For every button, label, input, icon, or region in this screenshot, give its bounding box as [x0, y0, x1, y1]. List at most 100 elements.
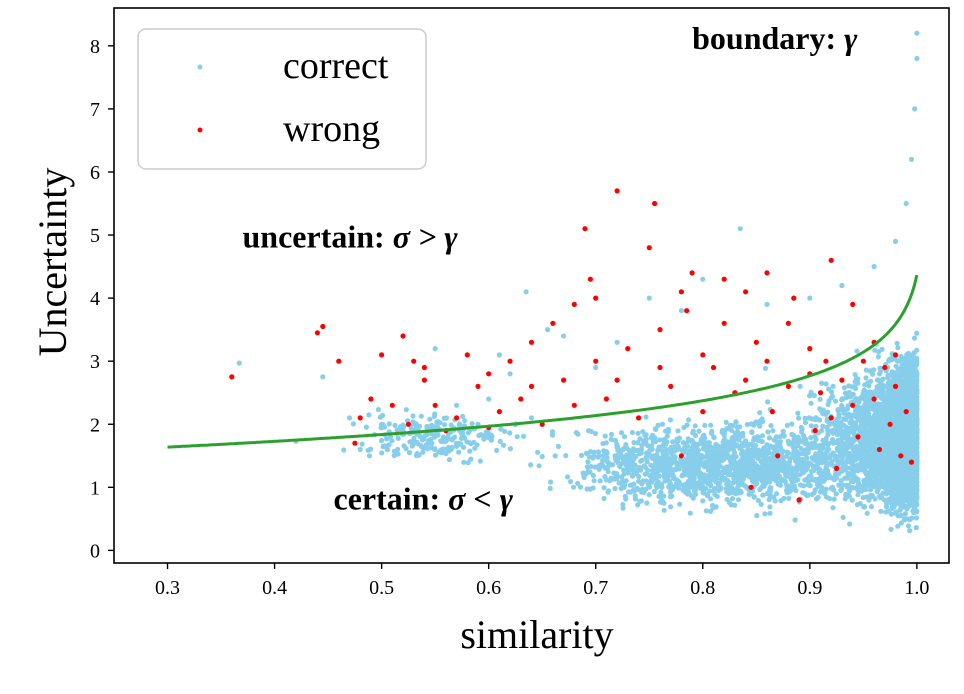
correct-point	[704, 491, 710, 498]
correct-point	[850, 446, 856, 452]
correct-point	[669, 493, 675, 499]
correct-point	[836, 482, 842, 488]
correct-point	[658, 445, 664, 451]
correct-point	[584, 486, 590, 492]
correct-point	[595, 449, 602, 455]
correct-point	[854, 348, 860, 354]
correct-point	[812, 433, 818, 440]
correct-point	[730, 480, 736, 486]
correct-point	[742, 467, 748, 473]
correct-point	[612, 437, 619, 444]
correct-point	[621, 467, 627, 473]
correct-point	[722, 428, 728, 434]
correct-point	[856, 397, 862, 403]
correct-point	[643, 439, 649, 445]
correct-point	[618, 430, 625, 436]
correct-point	[675, 428, 681, 434]
correct-point	[670, 439, 676, 445]
correct-point	[845, 484, 851, 490]
correct-point	[661, 493, 667, 499]
correct-point	[626, 455, 633, 461]
correct-point	[711, 434, 717, 441]
correct-point	[619, 484, 625, 490]
correct-point	[845, 403, 851, 409]
correct-point	[671, 473, 677, 480]
correct-point	[751, 435, 758, 441]
correct-point	[745, 459, 751, 465]
correct-point	[888, 357, 895, 363]
correct-point	[641, 463, 648, 469]
correct-point	[802, 419, 809, 426]
correct-point	[829, 484, 836, 490]
correct-point	[601, 448, 607, 454]
correct-point	[602, 474, 608, 480]
correct-point	[590, 485, 596, 491]
correct-point	[766, 435, 773, 441]
correct-point	[708, 473, 714, 479]
correct-point	[614, 444, 621, 450]
correct-point	[623, 442, 629, 448]
correct-point	[721, 438, 727, 444]
correct-point	[633, 487, 639, 493]
correct-point	[747, 468, 753, 474]
correct-point	[671, 448, 678, 454]
correct-point	[752, 471, 758, 477]
correct-point	[877, 477, 883, 483]
correct-point	[639, 457, 645, 463]
correct-point	[715, 482, 722, 488]
correct-point	[842, 496, 848, 502]
correct-point	[677, 501, 683, 507]
correct-point	[620, 456, 627, 462]
correct-point	[798, 462, 804, 468]
correct-point	[798, 446, 804, 452]
correct-point	[786, 495, 792, 501]
correct-point	[684, 443, 691, 449]
correct-point	[660, 449, 667, 455]
correct-point	[888, 526, 894, 532]
correct-point	[585, 459, 591, 465]
correct-point	[745, 441, 751, 447]
correct-point	[781, 459, 787, 466]
correct-point	[872, 455, 878, 462]
correct-point	[817, 450, 823, 456]
correct-point	[757, 486, 763, 493]
correct-point	[856, 481, 862, 487]
correct-point	[659, 498, 666, 504]
correct-point	[596, 453, 603, 459]
correct-point	[829, 393, 836, 399]
correct-point	[835, 408, 841, 414]
correct-point	[808, 400, 814, 406]
correct-point	[716, 445, 723, 451]
correct-point	[716, 464, 722, 470]
correct-point	[829, 389, 835, 395]
correct-point	[888, 511, 894, 517]
correct-point	[765, 399, 771, 405]
correct-point	[629, 473, 636, 479]
correct-point	[875, 354, 882, 360]
correct-point	[639, 481, 645, 487]
correct-point	[813, 451, 819, 457]
correct-point	[703, 485, 709, 492]
correct-point	[615, 460, 621, 466]
correct-point	[665, 474, 671, 480]
correct-point	[762, 511, 768, 517]
correct-point	[661, 507, 667, 513]
correct-point	[872, 496, 878, 502]
correct-point	[698, 485, 704, 491]
correct-point	[644, 500, 650, 506]
correct-point	[549, 429, 556, 435]
correct-point	[643, 414, 649, 420]
correct-point	[820, 437, 826, 443]
correct-point	[894, 340, 900, 346]
correct-point	[692, 423, 698, 429]
correct-point	[635, 430, 641, 436]
correct-point	[857, 429, 863, 435]
correct-point	[762, 365, 769, 371]
correct-point	[849, 497, 855, 503]
correct-point	[622, 493, 628, 499]
correct-point	[712, 444, 718, 450]
correct-point	[629, 467, 635, 473]
correct-point	[771, 452, 777, 458]
correct-point	[808, 473, 814, 479]
correct-point	[855, 476, 861, 482]
